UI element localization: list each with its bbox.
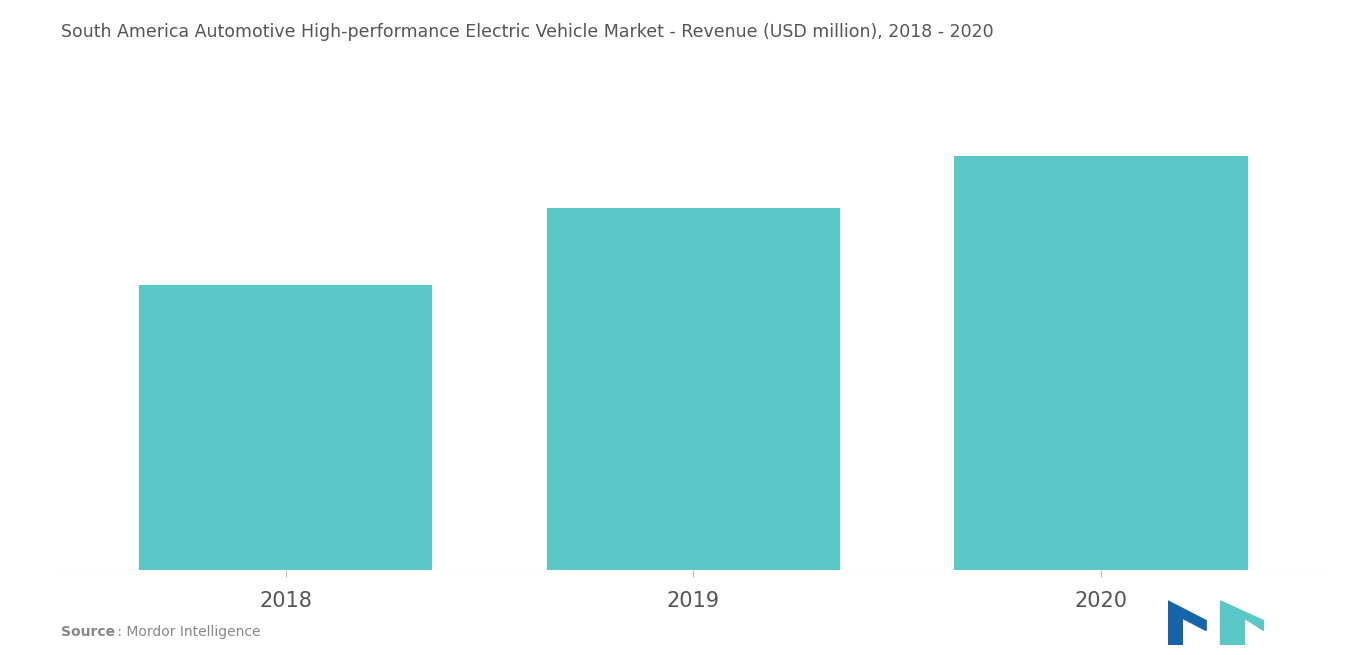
Text: : Mordor Intelligence: : Mordor Intelligence xyxy=(113,625,261,639)
Bar xyxy=(546,208,840,570)
Polygon shape xyxy=(1221,601,1264,645)
Text: South America Automotive High-performance Electric Vehicle Market - Revenue (USD: South America Automotive High-performanc… xyxy=(61,23,994,41)
Polygon shape xyxy=(1168,601,1206,645)
Bar xyxy=(139,286,433,570)
Text: Source: Source xyxy=(61,625,116,639)
Bar xyxy=(953,156,1247,570)
